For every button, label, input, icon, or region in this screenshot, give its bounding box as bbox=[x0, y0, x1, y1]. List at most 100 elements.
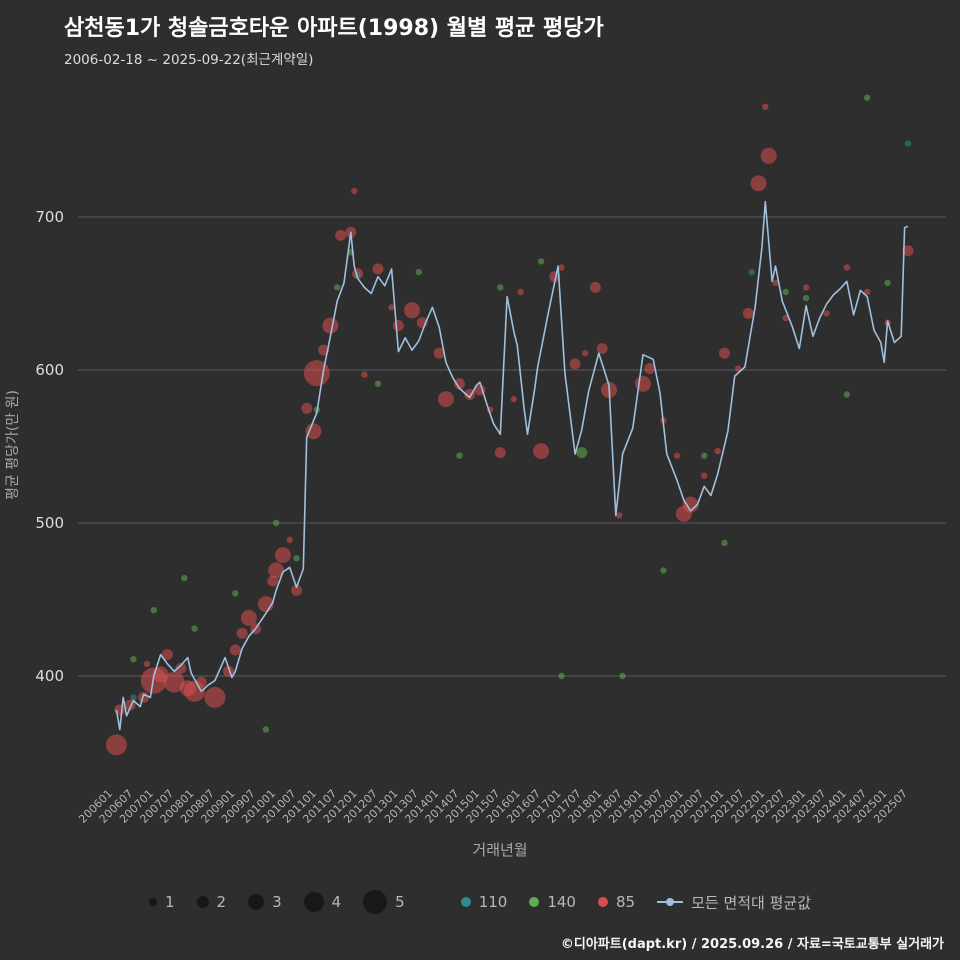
bubble-110[interactable] bbox=[130, 694, 137, 701]
bubble-85[interactable] bbox=[361, 371, 368, 378]
bubble-140[interactable] bbox=[558, 672, 565, 680]
size-legend-item-2[interactable]: 2 bbox=[196, 893, 226, 911]
bubble-140[interactable] bbox=[843, 391, 850, 398]
size-legend-item-5[interactable]: 5 bbox=[363, 890, 405, 914]
bubble-140[interactable] bbox=[181, 574, 188, 582]
bubble-85[interactable] bbox=[105, 734, 127, 756]
bubble-85[interactable] bbox=[161, 649, 173, 661]
bubble-85[interactable] bbox=[274, 547, 291, 564]
bubble-140[interactable] bbox=[537, 258, 545, 265]
size-legend-item-4[interactable]: 4 bbox=[303, 892, 342, 912]
bubble-85[interactable] bbox=[750, 175, 767, 192]
bubble-85[interactable] bbox=[286, 536, 293, 543]
size-legend-item-3[interactable]: 3 bbox=[248, 893, 282, 911]
bubble-85[interactable] bbox=[902, 245, 914, 257]
bubble-85[interactable] bbox=[760, 147, 777, 164]
bubble-140[interactable] bbox=[619, 672, 626, 680]
bubble-85[interactable] bbox=[569, 358, 581, 370]
bubble-85[interactable] bbox=[372, 263, 384, 275]
bubble-140[interactable] bbox=[293, 555, 300, 562]
bubble-140[interactable] bbox=[802, 294, 810, 302]
bubble-85[interactable] bbox=[673, 452, 681, 459]
bubble-140[interactable] bbox=[864, 94, 871, 101]
bubble-85[interactable] bbox=[596, 343, 608, 355]
size-legend-label: 4 bbox=[331, 893, 342, 911]
legend-item-110[interactable]: 110 bbox=[460, 893, 507, 911]
bubble-85[interactable] bbox=[644, 363, 656, 374]
plot-area[interactable]: 400 500 600 700 200601200607200701200707200… bbox=[0, 60, 960, 870]
bubble-110[interactable] bbox=[748, 268, 755, 276]
bubble-140[interactable] bbox=[130, 656, 137, 663]
bubble-85[interactable] bbox=[701, 472, 708, 479]
legend-item-140[interactable]: 140 bbox=[529, 893, 576, 911]
bubble-85[interactable] bbox=[175, 662, 187, 674]
bubble-85[interactable] bbox=[305, 423, 322, 440]
bubble-140[interactable] bbox=[456, 452, 463, 459]
bubble-140[interactable] bbox=[262, 726, 270, 733]
size-legend-item-1[interactable]: 1 bbox=[148, 893, 175, 911]
bubble-85[interactable] bbox=[322, 317, 339, 334]
bubble-85[interactable] bbox=[268, 562, 285, 579]
size-dot-3 bbox=[248, 894, 265, 910]
bubble-140[interactable] bbox=[576, 447, 588, 459]
bubble-85[interactable] bbox=[437, 391, 454, 408]
bubble-85[interactable] bbox=[843, 264, 850, 271]
bubble-85[interactable] bbox=[582, 350, 589, 357]
size-legend: 1 2 3 4 5 bbox=[148, 890, 405, 914]
bubble-85[interactable] bbox=[734, 365, 742, 372]
bubble-140[interactable] bbox=[334, 284, 341, 291]
bubble-140[interactable] bbox=[191, 625, 198, 632]
bubble-140[interactable] bbox=[782, 288, 789, 296]
bubble-85[interactable] bbox=[303, 360, 330, 387]
bubble-110[interactable] bbox=[904, 140, 912, 147]
bubble-140[interactable] bbox=[660, 567, 667, 574]
bubble-140[interactable] bbox=[884, 279, 891, 286]
bubble-85[interactable] bbox=[510, 395, 518, 403]
bubble-85[interactable] bbox=[301, 402, 313, 414]
bubble-85[interactable] bbox=[616, 512, 623, 519]
bubble-85[interactable] bbox=[143, 660, 151, 667]
bubble-140[interactable] bbox=[497, 284, 504, 291]
bubble-85[interactable] bbox=[549, 271, 561, 283]
bubble-85[interactable] bbox=[335, 229, 347, 241]
bubble-85[interactable] bbox=[138, 691, 150, 703]
bubble-85[interactable] bbox=[533, 443, 550, 460]
bubble-85[interactable] bbox=[589, 281, 601, 293]
bubble-85[interactable] bbox=[772, 279, 779, 286]
bubble-85[interactable] bbox=[404, 302, 420, 319]
bubble-85[interactable] bbox=[204, 686, 226, 708]
bubble-140[interactable] bbox=[721, 539, 728, 547]
bubble-140[interactable] bbox=[150, 607, 157, 614]
bubble-85[interactable] bbox=[782, 314, 789, 322]
bubble-85[interactable] bbox=[236, 627, 248, 639]
bubble-140[interactable] bbox=[701, 452, 708, 459]
bubble-85[interactable] bbox=[433, 347, 445, 359]
bubble-85[interactable] bbox=[229, 644, 241, 656]
bubble-85[interactable] bbox=[823, 310, 830, 317]
bubble-85[interactable] bbox=[392, 320, 404, 332]
bubble-85[interactable] bbox=[163, 671, 185, 693]
bubble-85[interactable] bbox=[494, 447, 506, 459]
legend-item-85[interactable]: 85 bbox=[597, 893, 635, 911]
bubble-85[interactable] bbox=[558, 264, 565, 271]
bubble-85[interactable] bbox=[802, 284, 810, 291]
bubble-85[interactable] bbox=[351, 187, 358, 195]
bubble-85[interactable] bbox=[517, 288, 524, 296]
legend-item-average[interactable]: 모든 면적대 평균값 bbox=[657, 892, 811, 913]
bubble-85[interactable] bbox=[240, 609, 257, 626]
bubble-85[interactable] bbox=[742, 307, 754, 319]
average-line[interactable] bbox=[115, 200, 909, 731]
bubble-85[interactable] bbox=[454, 378, 465, 390]
bubble-140[interactable] bbox=[415, 268, 422, 276]
bubble-140[interactable] bbox=[374, 380, 382, 387]
bubble-85[interactable] bbox=[719, 347, 730, 359]
bubble-85[interactable] bbox=[762, 103, 769, 110]
bubble-140[interactable] bbox=[232, 590, 239, 597]
bubble-85[interactable] bbox=[114, 704, 126, 716]
bubble-85[interactable] bbox=[388, 304, 395, 311]
bubble-85[interactable] bbox=[864, 288, 871, 296]
bubble-85[interactable] bbox=[291, 584, 302, 596]
bubble-85[interactable] bbox=[714, 447, 721, 455]
bubble-85[interactable] bbox=[682, 496, 699, 513]
bubble-140[interactable] bbox=[272, 519, 280, 527]
